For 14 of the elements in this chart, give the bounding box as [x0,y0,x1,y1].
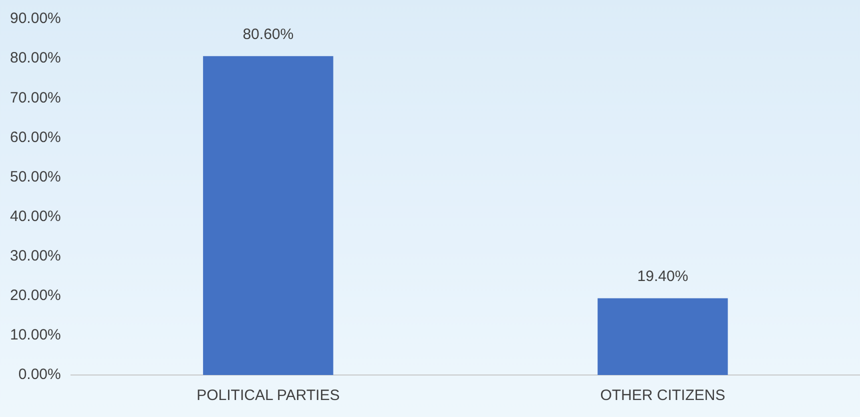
y-tick-label: 0.00% [18,366,61,384]
x-tick-label: OTHER CITIZENS [600,387,726,404]
y-tick-label: 90.00% [10,10,61,28]
y-tick-label: 40.00% [10,208,61,225]
y-tick-label: 20.00% [10,287,61,304]
data-label: 19.40% [637,268,688,285]
y-tick-label: 60.00% [10,128,61,146]
y-tick-label: 70.00% [10,89,61,106]
y-tick-label: 80.00% [10,50,61,67]
x-tick-label: POLITICAL PARTIES [196,387,340,404]
data-label: 80.60% [242,26,294,43]
y-tick-label: 10.00% [10,326,61,344]
y-tick-label: 50.00% [10,168,61,186]
y-tick-label: 30.00% [10,247,61,264]
